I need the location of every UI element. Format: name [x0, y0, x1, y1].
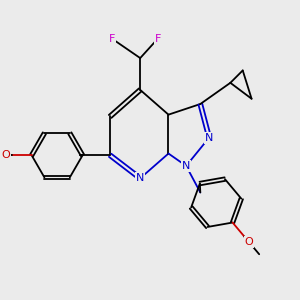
Text: N: N: [182, 161, 190, 171]
Text: O: O: [244, 237, 253, 247]
Text: N: N: [205, 133, 213, 142]
Text: N: N: [136, 173, 144, 183]
Text: O: O: [2, 150, 10, 160]
Text: F: F: [155, 34, 161, 44]
Text: F: F: [109, 34, 115, 44]
